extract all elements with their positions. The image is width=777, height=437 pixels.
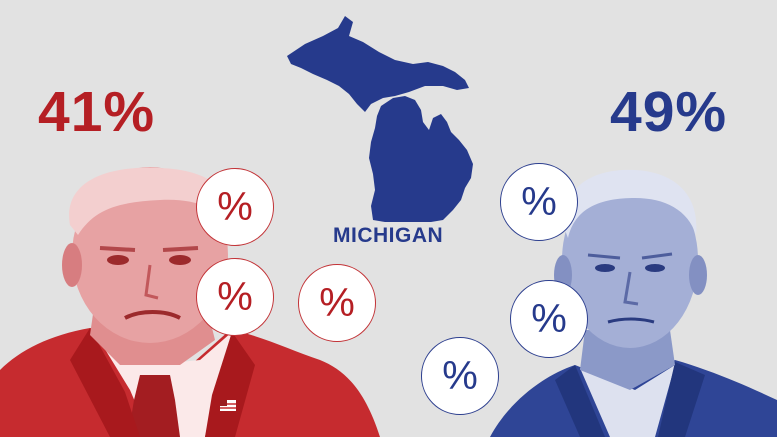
percent-bubble-blue: % xyxy=(421,337,499,415)
percent-symbol: % xyxy=(442,354,478,398)
percent-bubble-red: % xyxy=(196,168,274,246)
right-candidate-percent: 49% xyxy=(610,80,728,144)
percent-bubble-blue: % xyxy=(500,163,578,241)
percent-symbol: % xyxy=(319,281,355,325)
percent-symbol: % xyxy=(531,297,567,341)
percent-bubble-blue: % xyxy=(510,280,588,358)
left-candidate-portrait xyxy=(0,167,380,437)
percent-symbol: % xyxy=(217,275,253,319)
percent-bubble-red: % xyxy=(196,258,274,336)
left-candidate-percent: 41% xyxy=(38,80,156,144)
state-label: MICHIGAN xyxy=(333,224,444,247)
percent-symbol: % xyxy=(521,180,557,224)
michigan-map-icon xyxy=(287,16,473,222)
percent-symbol: % xyxy=(217,185,253,229)
flag-pin-icon xyxy=(220,400,236,411)
percent-bubble-red: % xyxy=(298,264,376,342)
right-candidate-portrait xyxy=(490,169,777,437)
